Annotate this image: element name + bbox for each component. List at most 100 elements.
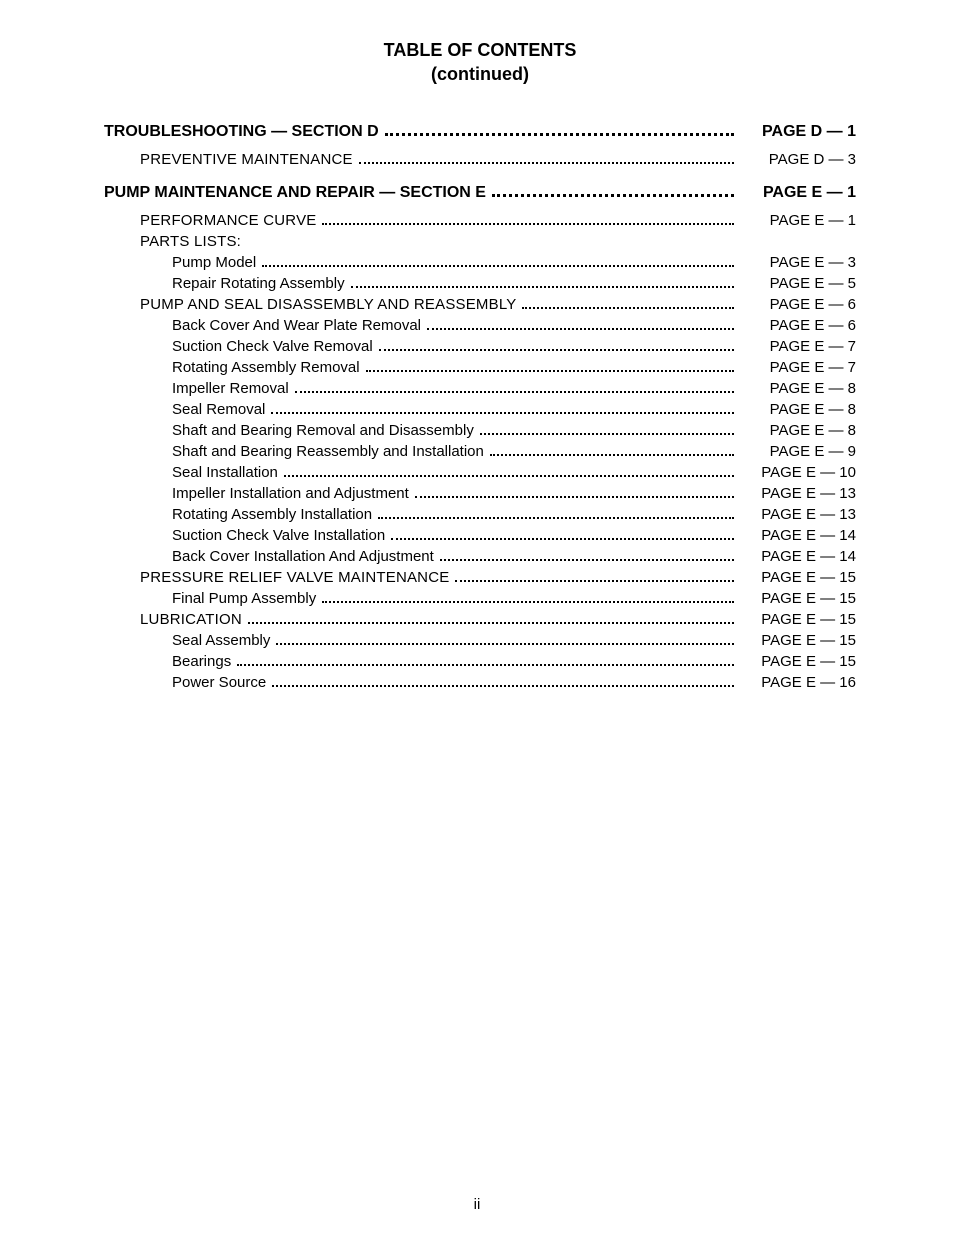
toc-label: Shaft and Bearing Reassembly and Install…	[104, 441, 484, 462]
toc-page-ref: PAGE E — 16	[740, 672, 856, 693]
toc-label: Suction Check Valve Installation	[104, 525, 385, 546]
toc-label: Seal Removal	[104, 399, 265, 420]
toc-row: Seal Installation PAGE E — 10	[104, 462, 856, 483]
toc-page-ref: PAGE E — 1	[740, 182, 856, 204]
toc-leader	[385, 126, 734, 136]
toc-page-ref: PAGE E — 15	[740, 609, 856, 630]
toc-page-ref: PAGE E — 14	[740, 525, 856, 546]
toc-label: Final Pump Assembly	[104, 588, 316, 609]
toc-page-ref: PAGE E — 9	[740, 441, 856, 462]
footer-page-number: ii	[474, 1196, 481, 1213]
toc-row: Final Pump Assembly PAGE E — 15	[104, 588, 856, 609]
toc-page-ref: PAGE E — 5	[740, 273, 856, 294]
toc-label: PREVENTIVE MAINTENANCE	[104, 149, 353, 170]
toc-row: LUBRICATION PAGE E — 15	[104, 609, 856, 630]
toc-leader	[276, 636, 734, 645]
toc-leader	[379, 342, 734, 351]
toc-row: PERFORMANCE CURVE PAGE E — 1	[104, 210, 856, 231]
toc-leader	[237, 657, 734, 666]
toc-leader	[427, 321, 734, 330]
toc-row: Power Source PAGE E — 16	[104, 672, 856, 693]
toc-page-ref: PAGE E — 13	[740, 483, 856, 504]
toc-page-ref: PAGE E — 13	[740, 504, 856, 525]
toc-row: Rotating Assembly Removal PAGE E — 7	[104, 357, 856, 378]
toc-page-ref: PAGE E — 15	[740, 588, 856, 609]
toc-page-ref: PAGE E — 15	[740, 630, 856, 651]
toc-page-ref: PAGE E — 8	[740, 378, 856, 399]
toc-row: PRESSURE RELIEF VALVE MAINTENANCEPAGE E …	[104, 567, 856, 588]
toc-row: Impeller Installation and Adjustment PAGE…	[104, 483, 856, 504]
toc-page-ref: PAGE E — 8	[740, 420, 856, 441]
toc-row: PUMP MAINTENANCE AND REPAIR — SECTION E P…	[104, 182, 856, 204]
toc-leader	[248, 615, 734, 624]
toc-leader	[262, 258, 734, 267]
toc-page-ref: PAGE E — 14	[740, 546, 856, 567]
toc-label: Shaft and Bearing Removal and Disassembl…	[104, 420, 474, 441]
toc-label: TROUBLESHOOTING — SECTION D	[104, 121, 379, 143]
toc-label: Impeller Installation and Adjustment	[104, 483, 409, 504]
toc-row: Bearings PAGE E — 15	[104, 651, 856, 672]
toc-leader	[490, 447, 734, 456]
toc-label: Bearings	[104, 651, 231, 672]
toc-label: Seal Installation	[104, 462, 278, 483]
toc-leader	[359, 155, 734, 164]
toc-leader	[271, 405, 734, 414]
toc-label: Rotating Assembly Removal	[104, 357, 360, 378]
toc-leader	[284, 468, 734, 477]
toc-row: Suction Check Valve Installation PAGE E —…	[104, 525, 856, 546]
header: TABLE OF CONTENTS (continued)	[104, 38, 856, 87]
toc-label: LUBRICATION	[104, 609, 242, 630]
toc-row: Seal Assembly PAGE E — 15	[104, 630, 856, 651]
toc-page-ref: PAGE E — 6	[740, 315, 856, 336]
toc-page-ref: PAGE E — 6	[740, 294, 856, 315]
toc-leader	[351, 279, 734, 288]
toc-row: PARTS LISTS:	[104, 231, 856, 252]
header-subtitle: (continued)	[104, 62, 856, 86]
toc-label: PARTS LISTS:	[104, 231, 241, 252]
toc-leader	[480, 426, 734, 435]
footer: ii	[0, 1196, 954, 1213]
toc-row: Back Cover And Wear Plate Removal PAGE E …	[104, 315, 856, 336]
toc-label: PRESSURE RELIEF VALVE MAINTENANCE	[104, 567, 449, 588]
toc-leader	[440, 552, 734, 561]
toc-page-ref: PAGE E — 15	[740, 651, 856, 672]
toc-label: Repair Rotating Assembly	[104, 273, 345, 294]
toc-page-ref: PAGE E — 8	[740, 399, 856, 420]
toc-row: TROUBLESHOOTING — SECTION DPAGE D — 1	[104, 121, 856, 143]
toc-row: Rotating Assembly Installation PAGE E — 1…	[104, 504, 856, 525]
toc-leader	[272, 678, 734, 687]
toc-label: PUMP MAINTENANCE AND REPAIR — SECTION E	[104, 182, 486, 204]
toc-label: Seal Assembly	[104, 630, 270, 651]
toc-leader	[455, 573, 734, 582]
toc-page-ref: PAGE E — 10	[740, 462, 856, 483]
toc-leader	[415, 489, 734, 498]
toc-label: Suction Check Valve Removal	[104, 336, 373, 357]
toc-row: Suction Check Valve Removal PAGE E — 7	[104, 336, 856, 357]
table-of-contents: TROUBLESHOOTING — SECTION DPAGE D — 1 PRE…	[104, 121, 856, 694]
toc-label: PERFORMANCE CURVE	[104, 210, 316, 231]
header-title: TABLE OF CONTENTS	[104, 38, 856, 62]
toc-label: Back Cover Installation And Adjustment	[104, 546, 434, 567]
toc-row: Shaft and Bearing Removal and Disassembl…	[104, 420, 856, 441]
toc-page-ref: PAGE E — 7	[740, 357, 856, 378]
toc-label: Back Cover And Wear Plate Removal	[104, 315, 421, 336]
toc-row: PUMP AND SEAL DISASSEMBLY AND REASSEMBLY…	[104, 294, 856, 315]
toc-page-ref: PAGE E — 7	[740, 336, 856, 357]
toc-label: Rotating Assembly Installation	[104, 504, 372, 525]
toc-leader	[322, 216, 734, 225]
toc-page-ref: PAGE E — 3	[740, 252, 856, 273]
toc-label: Pump Model	[104, 252, 256, 273]
toc-leader	[378, 510, 734, 519]
toc-label: PUMP AND SEAL DISASSEMBLY AND REASSEMBLY	[104, 294, 516, 315]
toc-page-ref: PAGE E — 1	[740, 210, 856, 231]
toc-leader	[295, 384, 734, 393]
toc-leader	[522, 300, 734, 309]
toc-leader	[366, 363, 734, 372]
toc-leader	[391, 531, 734, 540]
toc-page-ref: PAGE D — 3	[740, 149, 856, 170]
toc-row: Back Cover Installation And Adjustment PA…	[104, 546, 856, 567]
toc-label: Power Source	[104, 672, 266, 693]
toc-row: Pump Model PAGE E — 3	[104, 252, 856, 273]
toc-label: Impeller Removal	[104, 378, 289, 399]
toc-row: Repair Rotating Assembly PAGE E — 5	[104, 273, 856, 294]
